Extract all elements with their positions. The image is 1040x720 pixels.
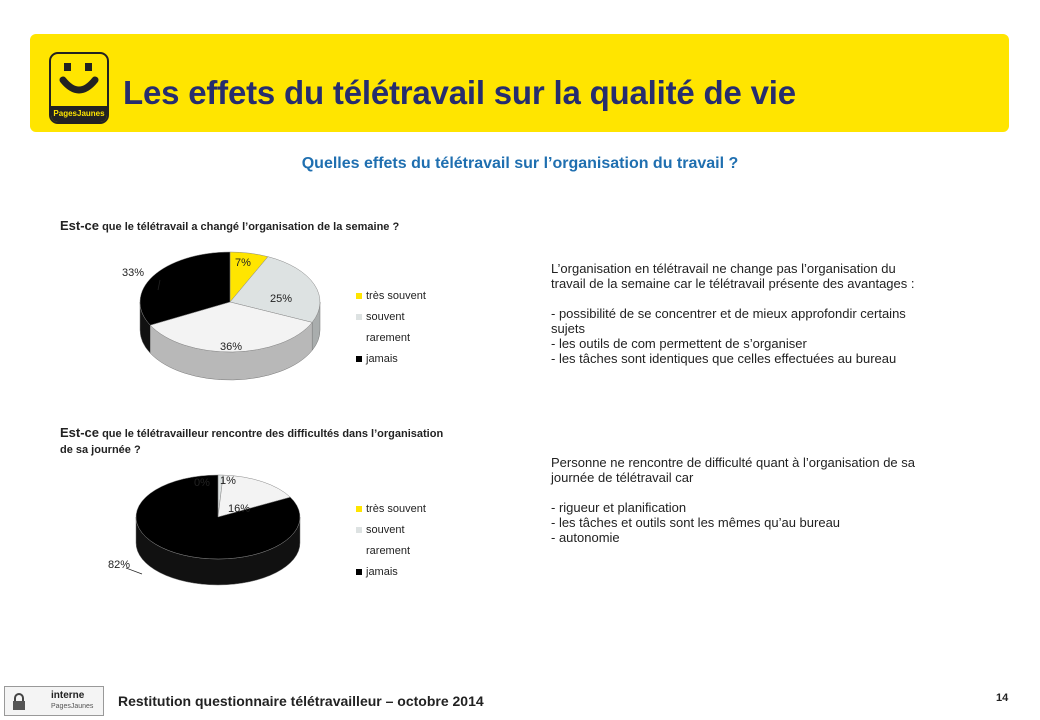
text-block-1-bullet: - les tâches sont identiques que celles … — [551, 351, 897, 366]
chart-2-legend-label: jamais — [366, 565, 398, 578]
chart-2-leader-line — [125, 567, 143, 575]
chart-1-legend: très souvent souvent rarement jamais — [356, 285, 426, 369]
chart-2-legend-swatch — [356, 505, 362, 512]
chart-2-slice-3 — [135, 474, 301, 560]
chart-2-data-label-2: 16% — [228, 503, 250, 515]
chart-1-legend-item: souvent — [356, 306, 426, 327]
text-block-week-organisation: L’organisation en télétravail ne change … — [551, 261, 931, 366]
chart-1-data-label-2: 36% — [220, 341, 242, 353]
chart-1-slice-3 — [139, 251, 231, 326]
chart-1-legend-item: jamais — [356, 348, 426, 369]
page-title: Les effets du télétravail sur la qualité… — [123, 74, 796, 111]
chart-1-legend-item: très souvent — [356, 285, 426, 306]
chart-2-legend-item: rarement — [356, 540, 426, 561]
chart-2-legend-label: très souvent — [366, 502, 426, 515]
chart-2-data-label-0: 0% — [194, 477, 210, 489]
lock-icon — [13, 693, 25, 710]
text-block-2-bullet: - autonomie — [551, 530, 620, 545]
pagesjaunes-logo: PagesJaunes — [49, 52, 109, 124]
chart-1-slice-2 — [149, 301, 313, 353]
chart-2-title: Est-ce que le télétravailleur rencontre … — [60, 425, 450, 458]
text-block-1-intro: L’organisation en télétravail ne change … — [551, 261, 915, 291]
chart-1-data-label-3: 33% — [122, 267, 144, 279]
chart-2-legend-item: souvent — [356, 519, 426, 540]
text-block-1-bullet: - possibilité de se concentrer et de mie… — [551, 306, 906, 336]
chart-2-legend-swatch — [356, 568, 362, 575]
chart-1-legend-item: rarement — [356, 327, 426, 348]
chart-2-legend-swatch — [356, 548, 362, 554]
section-subtitle: Quelles effets du télétravail sur l’orga… — [301, 155, 739, 172]
chart-1-legend-swatch — [356, 335, 362, 341]
text-block-2-intro: Personne ne rencontre de difficulté quan… — [551, 455, 916, 485]
chart-1-title-lead: Est-ce — [60, 218, 100, 233]
chart-1-leader-line — [157, 279, 161, 291]
chart-1-legend-swatch — [356, 313, 362, 320]
internal-badge: interne PagesJaunes — [4, 686, 104, 716]
chart-1-legend-label: jamais — [366, 352, 398, 365]
chart-1-slice-1 — [229, 256, 321, 323]
title-banner: PagesJaunes Les effets du télétravail su… — [30, 34, 1009, 132]
chart-2-slice-2 — [217, 474, 291, 518]
chart-1-data-label-1: 25% — [270, 293, 292, 305]
footer-text: Restitution questionnaire télétravailleu… — [118, 693, 484, 709]
chart-1-data-label-0: 7% — [235, 257, 251, 269]
page-number: 14 — [996, 692, 1009, 704]
chart-2-legend-item: très souvent — [356, 498, 426, 519]
chart-1-legend-label: rarement — [366, 331, 411, 344]
chart-1-legend-swatch — [356, 355, 362, 362]
chart-2-title-rest: que le télétravailleur rencontre des dif… — [60, 428, 444, 456]
text-block-2-bullet: - rigueur et planification — [551, 500, 687, 515]
chart-1-legend-swatch — [356, 292, 362, 299]
text-block-1-bullet: - les outils de com permettent de s’orga… — [551, 336, 807, 351]
chart-1-title: Est-ce que le télétravail a changé l’org… — [60, 218, 520, 235]
chart-1-legend-label: souvent — [366, 310, 405, 323]
logo-brand-text: PagesJaunes — [51, 106, 107, 122]
badge-label: interne — [51, 690, 85, 701]
smiley-icon — [59, 63, 99, 94]
chart-2-legend-label: rarement — [366, 544, 411, 557]
chart-2-data-label-3: 82% — [108, 559, 130, 571]
text-block-2-bullet: - les tâches et outils sont les mêmes qu… — [551, 515, 841, 530]
badge-brand: PagesJaunes — [51, 703, 94, 710]
chart-2-data-label-1: 1% — [220, 475, 236, 487]
text-block-day-organisation: Personne ne rencontre de difficulté quan… — [551, 455, 931, 545]
chart-2-legend-label: souvent — [366, 523, 405, 536]
chart-2-title-lead: Est-ce — [60, 425, 100, 440]
chart-2-pie: 0% 1% 16% 82% — [108, 474, 301, 586]
chart-2-legend-swatch — [356, 526, 362, 533]
chart-1-pie: 7% 25% 36% 33% — [122, 251, 321, 381]
chart-1-legend-label: très souvent — [366, 289, 426, 302]
chart-1-title-rest: que le télétravail a changé l’organisati… — [99, 221, 400, 233]
chart-2-legend: très souvent souvent rarement jamais — [356, 498, 426, 582]
chart-2-legend-item: jamais — [356, 561, 426, 582]
